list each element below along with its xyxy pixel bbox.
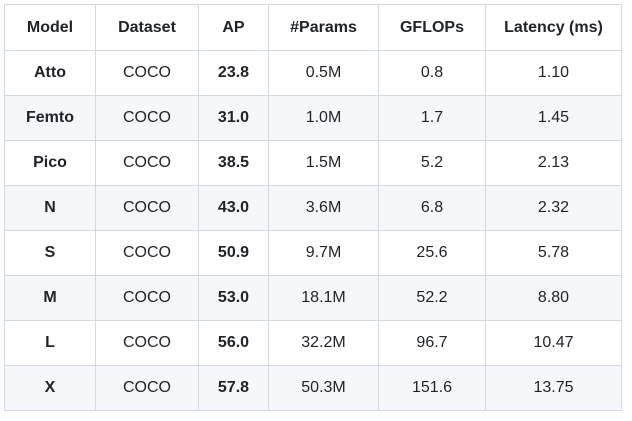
- cell-ap: 56.0: [198, 320, 269, 366]
- table-row-m: M COCO 53.0 18.1M 52.2 8.80: [4, 275, 622, 321]
- cell-ap: 50.9: [198, 230, 269, 276]
- cell-gflops: 0.8: [378, 50, 486, 96]
- col-header-ap: AP: [198, 4, 269, 51]
- cell-params: 3.6M: [268, 185, 379, 231]
- cell-dataset: COCO: [95, 95, 199, 141]
- cell-params: 18.1M: [268, 275, 379, 321]
- cell-model: X: [4, 365, 96, 411]
- cell-gflops: 25.6: [378, 230, 486, 276]
- cell-gflops: 151.6: [378, 365, 486, 411]
- cell-ap: 43.0: [198, 185, 269, 231]
- cell-gflops: 6.8: [378, 185, 486, 231]
- col-header-model: Model: [4, 4, 96, 51]
- col-header-latency: Latency (ms): [485, 4, 622, 51]
- cell-latency: 2.32: [485, 185, 622, 231]
- cell-params: 1.0M: [268, 95, 379, 141]
- table-row-pico: Pico COCO 38.5 1.5M 5.2 2.13: [4, 140, 622, 186]
- cell-latency: 8.80: [485, 275, 622, 321]
- cell-latency: 10.47: [485, 320, 622, 366]
- cell-model: M: [4, 275, 96, 321]
- cell-dataset: COCO: [95, 50, 199, 96]
- cell-dataset: COCO: [95, 320, 199, 366]
- cell-latency: 5.78: [485, 230, 622, 276]
- cell-ap: 23.8: [198, 50, 269, 96]
- cell-ap: 38.5: [198, 140, 269, 186]
- cell-model: Pico: [4, 140, 96, 186]
- cell-dataset: COCO: [95, 140, 199, 186]
- cell-latency: 13.75: [485, 365, 622, 411]
- table-row-femto: Femto COCO 31.0 1.0M 1.7 1.45: [4, 95, 622, 141]
- table-header: Model Dataset AP #Params GFLOPs Latency …: [4, 4, 622, 51]
- cell-model: Atto: [4, 50, 96, 96]
- table-row-n: N COCO 43.0 3.6M 6.8 2.32: [4, 185, 622, 231]
- cell-dataset: COCO: [95, 230, 199, 276]
- cell-gflops: 1.7: [378, 95, 486, 141]
- cell-dataset: COCO: [95, 185, 199, 231]
- cell-latency: 1.10: [485, 50, 622, 96]
- col-header-dataset: Dataset: [95, 4, 199, 51]
- cell-model: L: [4, 320, 96, 366]
- table-row-l: L COCO 56.0 32.2M 96.7 10.47: [4, 320, 622, 366]
- cell-latency: 1.45: [485, 95, 622, 141]
- cell-params: 9.7M: [268, 230, 379, 276]
- cell-gflops: 96.7: [378, 320, 486, 366]
- cell-model: S: [4, 230, 96, 276]
- col-header-gflops: GFLOPs: [378, 4, 486, 51]
- cell-latency: 2.13: [485, 140, 622, 186]
- cell-model: N: [4, 185, 96, 231]
- cell-ap: 57.8: [198, 365, 269, 411]
- cell-model: Femto: [4, 95, 96, 141]
- cell-dataset: COCO: [95, 275, 199, 321]
- table-row-s: S COCO 50.9 9.7M 25.6 5.78: [4, 230, 622, 276]
- cell-params: 0.5M: [268, 50, 379, 96]
- cell-gflops: 52.2: [378, 275, 486, 321]
- cell-gflops: 5.2: [378, 140, 486, 186]
- cell-dataset: COCO: [95, 365, 199, 411]
- cell-params: 1.5M: [268, 140, 379, 186]
- cell-ap: 31.0: [198, 95, 269, 141]
- cell-ap: 53.0: [198, 275, 269, 321]
- cell-params: 32.2M: [268, 320, 379, 366]
- col-header-params: #Params: [268, 4, 379, 51]
- table-row-x: X COCO 57.8 50.3M 151.6 13.75: [4, 365, 622, 411]
- table-body: Atto COCO 23.8 0.5M 0.8 1.10 Femto COCO …: [4, 50, 622, 411]
- header-row: Model Dataset AP #Params GFLOPs Latency …: [4, 4, 622, 51]
- model-benchmark-table: Model Dataset AP #Params GFLOPs Latency …: [4, 4, 622, 411]
- table-row-atto: Atto COCO 23.8 0.5M 0.8 1.10: [4, 50, 622, 96]
- cell-params: 50.3M: [268, 365, 379, 411]
